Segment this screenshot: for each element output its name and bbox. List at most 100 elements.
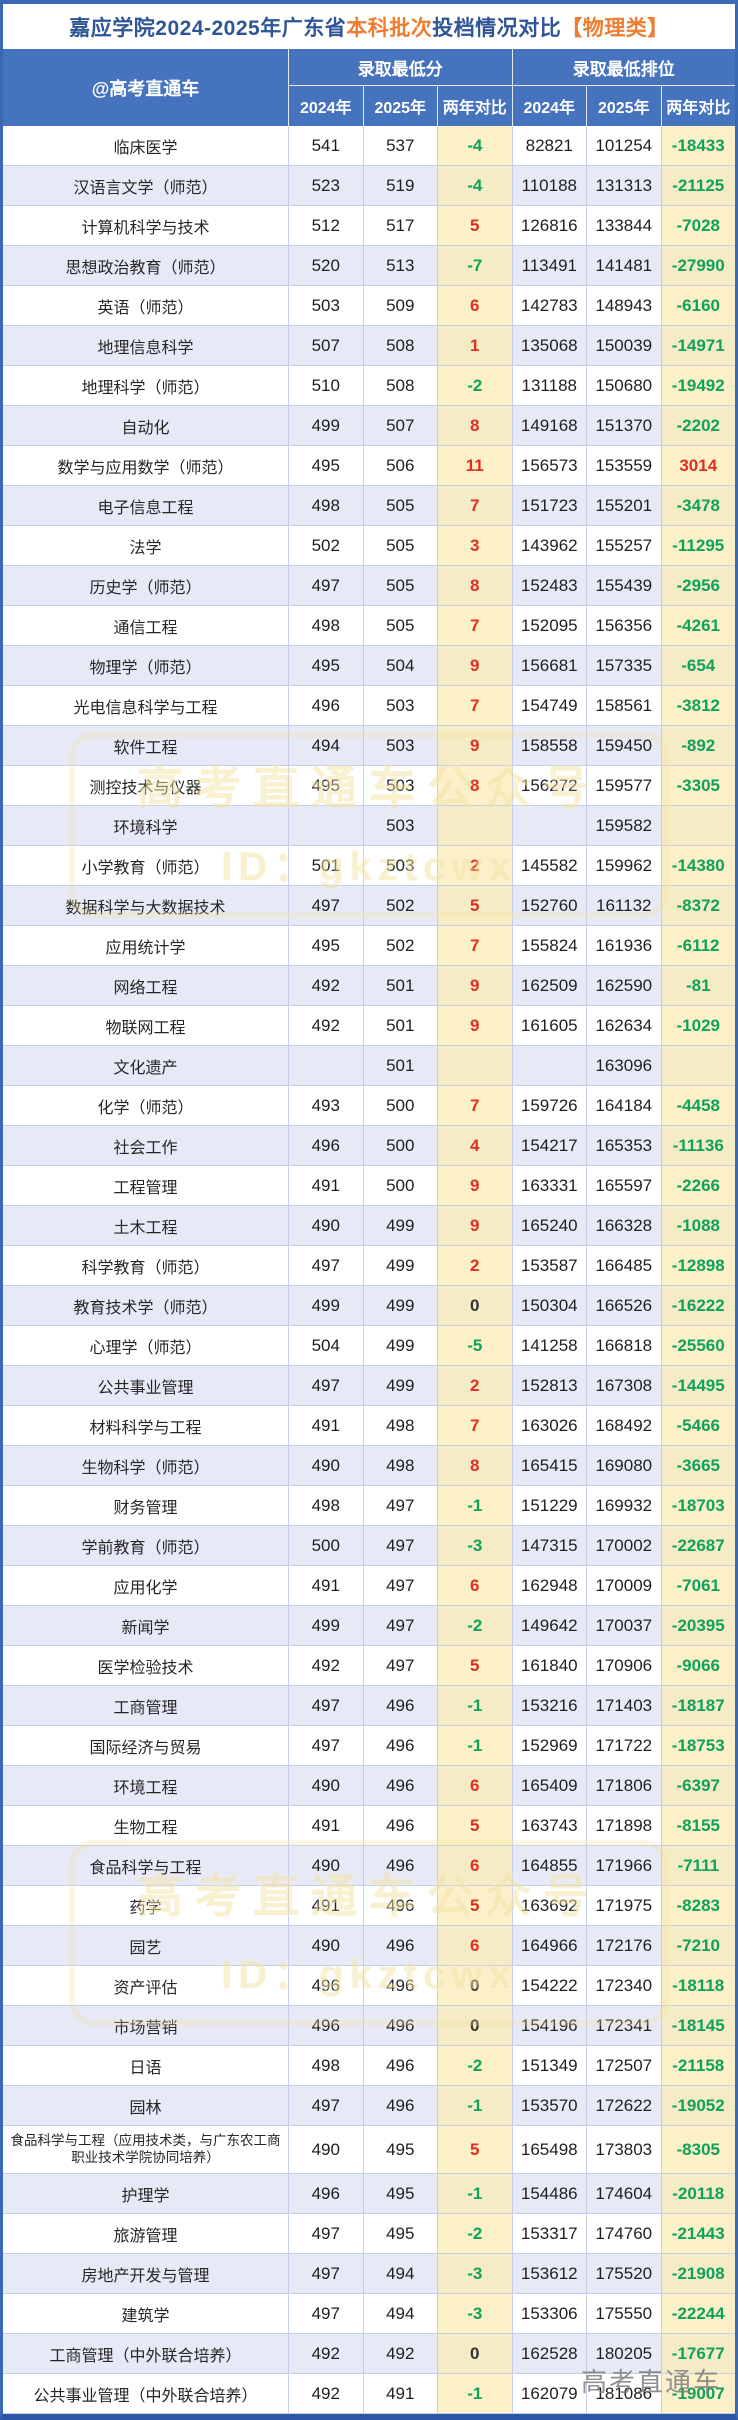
score-2024-cell: 491: [288, 1886, 363, 1925]
score-diff-cell: -1: [437, 2174, 512, 2213]
rank-diff-cell: -21908: [660, 2254, 735, 2293]
rank-diff-cell: -14380: [660, 846, 735, 885]
major-name-cell: 社会工作: [113, 1139, 178, 1157]
rank-2025-cell: 150680: [586, 366, 661, 405]
score-2024-cell: 496: [288, 686, 363, 725]
rank-2024-cell: 142783: [511, 286, 587, 325]
score-2025-cell: 499: [362, 1326, 438, 1365]
rank-2024-cell: 143962: [511, 526, 587, 565]
major-name-cell: 公共事业管理（中外联合培养）: [33, 2387, 258, 2405]
rank-2024-cell: 151349: [511, 2046, 587, 2085]
score-2024-cell: 503: [288, 286, 363, 325]
rank-diff-cell: 3014: [660, 446, 735, 485]
rank-2025-cell: 162590: [586, 966, 661, 1005]
rank-diff-cell: -7210: [660, 1926, 735, 1965]
score-2024-cell: [288, 806, 363, 845]
major-name-cell: 应用化学: [113, 1579, 178, 1597]
score-diff-cell: 4: [437, 1126, 512, 1165]
rank-2024-cell: 135068: [511, 326, 587, 365]
rank-diff-cell: [660, 1046, 735, 1085]
score-diff-cell: 0: [437, 1966, 512, 2005]
rank-diff-cell: -6397: [660, 1766, 735, 1805]
rank-diff-cell: -6160: [660, 286, 735, 325]
table-row: 地理信息科学 507 508 1 135068 150039 -14971: [3, 326, 735, 366]
rank-2025-cell: 131313: [586, 166, 661, 205]
score-diff-cell: -3: [437, 2294, 512, 2333]
score-2024-cell: 497: [288, 1366, 363, 1405]
score-2025-cell: 503: [362, 846, 438, 885]
score-2024-cell: 491: [288, 1406, 363, 1445]
title-segment-category: 【物理类】: [561, 16, 669, 40]
score-2025-cell: 519: [362, 166, 438, 205]
rank-diff-cell: -2266: [660, 1166, 735, 1205]
table-row: 地理科学（师范） 510 508 -2 131188 150680 -19492: [3, 366, 735, 406]
rank-2024-cell: 152760: [511, 886, 587, 925]
score-diff-cell: 8: [437, 566, 512, 605]
rank-2025-cell: 157335: [586, 646, 661, 685]
rank-diff-cell: -20395: [660, 1606, 735, 1645]
score-diff-cell: 6: [437, 1766, 512, 1805]
table-row: 物理学（师范） 495 504 9 156681 157335 -654: [3, 646, 735, 686]
rank-diff-cell: -11136: [660, 1126, 735, 1165]
score-2024-cell: 497: [288, 2086, 363, 2125]
rank-2024-cell: 152969: [511, 1726, 587, 1765]
rank-diff-cell: -6112: [660, 926, 735, 965]
table-row: 小学教育（师范） 501 503 2 145582 159962 -14380: [3, 846, 735, 886]
major-name-cell: 科学教育（师范）: [81, 1259, 210, 1277]
major-name-cell: 园艺: [129, 1939, 162, 1957]
score-diff-cell: 7: [437, 1406, 512, 1445]
score-diff-cell: 8: [437, 766, 512, 805]
score-2024-cell: 491: [288, 1566, 363, 1605]
score-2025-cell: 499: [362, 1366, 438, 1405]
score-2024-cell: 497: [288, 2254, 363, 2293]
rank-2025-cell: 166818: [586, 1326, 661, 1365]
rank-2024-cell: 165498: [511, 2126, 587, 2173]
rank-2024-cell: 153216: [511, 1686, 587, 1725]
table-row: 心理学（师范） 504 499 -5 141258 166818 -25560: [3, 1326, 735, 1366]
rank-2024-cell: 156573: [511, 446, 587, 485]
rank-diff-cell: -21443: [660, 2214, 735, 2253]
table-row: 物联网工程 492 501 9 161605 162634 -1029: [3, 1006, 735, 1046]
rank-2024-cell: 126816: [511, 206, 587, 245]
rank-2024-cell: [511, 806, 587, 845]
rank-diff-cell: -8155: [660, 1806, 735, 1845]
major-name-cell: 汉语言文学（师范）: [73, 179, 218, 197]
score-2025-cell: 497: [362, 1526, 438, 1565]
score-2024-cell: 498: [288, 2046, 363, 2085]
table-row: 环境工程 490 496 6 165409 171806 -6397: [3, 1766, 735, 1806]
table-row: 数学与应用数学（师范） 495 506 11 156573 153559 301…: [3, 446, 735, 486]
score-2024-cell: 497: [288, 1246, 363, 1285]
table-row: 园林 497 496 -1 153570 172622 -19052: [3, 2086, 735, 2126]
rank-diff-cell: -18187: [660, 1686, 735, 1725]
score-diff-cell: -1: [437, 1486, 512, 1525]
rank-2024-cell: 164966: [511, 1926, 587, 1965]
rank-2024-cell: 162528: [511, 2334, 587, 2373]
score-diff-cell: -2: [437, 366, 512, 405]
score-diff-cell: [437, 1046, 512, 1085]
score-diff-cell: -1: [437, 1726, 512, 1765]
rank-2025-cell: 180205: [586, 2334, 661, 2373]
score-diff-cell: 0: [437, 1286, 512, 1325]
table-row: 公共事业管理 497 499 2 152813 167308 -14495: [3, 1366, 735, 1406]
rank-2025-cell: 175520: [586, 2254, 661, 2293]
score-diff-cell: 9: [437, 966, 512, 1005]
rank-2025-cell: 159962: [586, 846, 661, 885]
score-2025-cell: 502: [362, 926, 438, 965]
major-name-cell: 测控技术与仪器: [89, 779, 202, 797]
rank-diff-cell: -19052: [660, 2086, 735, 2125]
rank-2025-cell: 170037: [586, 1606, 661, 1645]
score-2024-cell: 492: [288, 2374, 363, 2413]
score-diff-cell: 0: [437, 2006, 512, 2045]
rank-diff-cell: -18703: [660, 1486, 735, 1525]
score-2025-cell: 503: [362, 726, 438, 765]
score-diff-cell: 5: [437, 1806, 512, 1845]
rank-2025-cell: 166526: [586, 1286, 661, 1325]
table-row: 应用统计学 495 502 7 155824 161936 -6112: [3, 926, 735, 966]
table-row: 食品科学与工程 490 496 6 164855 171966 -7111: [3, 1846, 735, 1886]
rank-diff-cell: -18753: [660, 1726, 735, 1765]
rank-diff-cell: -4261: [660, 606, 735, 645]
score-diff-cell: 3: [437, 526, 512, 565]
rank-2025-cell: 150039: [586, 326, 661, 365]
rank-2024-cell: 113491: [511, 246, 587, 285]
